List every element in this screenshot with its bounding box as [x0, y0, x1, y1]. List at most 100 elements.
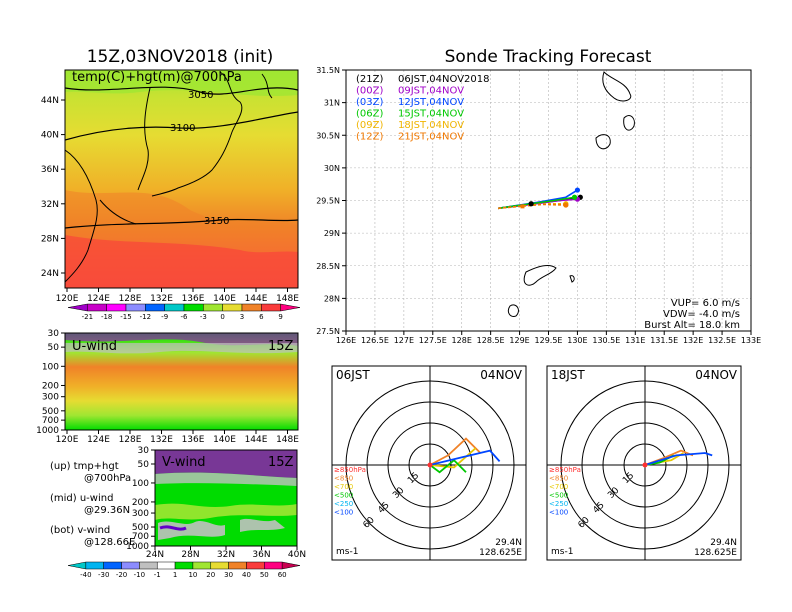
hodograph-lat-label: 29.4N: [710, 538, 737, 548]
wind-colorbar-label: -1: [154, 571, 161, 579]
wind-colorbar-swatch: [156, 561, 176, 570]
temp-colorbar-swatch: [87, 303, 107, 312]
v-wind-y-tick-label: 500: [132, 523, 149, 533]
map-y-tick-label: 40N: [41, 131, 59, 141]
temp-colorbar-swatch: [203, 303, 223, 312]
param-vdw: VDW= -4.0 m/s: [663, 309, 740, 320]
temp-colorbar-label: -21: [82, 313, 93, 321]
temp-colorbar-swatch: [106, 303, 127, 312]
u-wind-x-tick-label: 136E: [182, 435, 205, 445]
u-wind-x-tick-label: 140E: [213, 435, 236, 445]
tracking-grid: [346, 70, 751, 331]
trajectory-end-point: [571, 194, 578, 200]
tracking-legend: (21Z) 06JST,04NOV2018 (00Z) 09JST,04NOV (03Z…: [356, 74, 490, 143]
wind-colorbar-swatch: [246, 561, 265, 570]
map-x-tick-label: 148E: [276, 294, 299, 304]
hodograph-level-label: <850: [549, 475, 568, 483]
v-wind-x-tick-label: 32N: [217, 550, 235, 560]
tracking-x-tick-label: 131.5E: [650, 336, 678, 345]
hodograph-wind-line: [429, 458, 467, 474]
u-wind-time: 15Z: [268, 339, 294, 354]
hodograph-wind-line: [644, 452, 713, 466]
wind-colorbar-label: -30: [98, 571, 109, 579]
tracking-legend-time: 12JST,04NOV: [398, 97, 464, 108]
u-wind-y-tick-label: 50: [48, 343, 60, 353]
u-wind-x-tick-label: 132E: [150, 435, 173, 445]
hodograph-level-label: <500: [334, 492, 353, 500]
hodograph-level-label: ≥850hPa: [334, 466, 366, 474]
temp-colorbar-swatch: [145, 303, 165, 312]
wind-colorbar-label: 1: [173, 571, 177, 579]
note-bot-sub: @128.66E: [84, 537, 135, 548]
tracking-y-tick-label: 30.5N: [316, 131, 340, 140]
tracking-x-tick-label: 129.5E: [535, 336, 563, 345]
tracking-x-tick-label: 128E: [452, 336, 472, 345]
wind-colorbar: -40 -30 -20 -10 -1 1 10 20 30 40 50 60: [67, 561, 301, 579]
u-wind-y-tick-label: 100: [42, 362, 59, 372]
note-bot-head: (bot) v-wind: [50, 525, 110, 536]
left-panel-title: 15Z,03NOV2018 (init): [87, 47, 274, 67]
hodograph-level-label: <700: [334, 483, 353, 491]
v-wind-time: 15Z: [268, 455, 294, 470]
wind-colorbar-swatch: [121, 561, 140, 570]
temp-colorbar-swatch: [280, 303, 301, 312]
hodograph-wind-line: [429, 437, 482, 466]
hodograph-level-label: <250: [549, 500, 568, 508]
u-wind-y-tick-label: 700: [42, 416, 59, 426]
hodograph-wind-line: [429, 449, 501, 466]
wind-colorbar-swatch: [103, 561, 122, 570]
u-wind-x-axis: 120E 124E 128E 132E 136E 140E 144E 148E: [56, 430, 299, 445]
wind-colorbar-swatch: [264, 561, 283, 570]
v-wind-y-tick-label: 300: [132, 509, 149, 519]
map-x-tick-label: 124E: [87, 294, 110, 304]
temp-colorbar-label: -3: [200, 313, 207, 321]
temp-colorbar-swatch: [261, 303, 281, 312]
hodograph-origin-point: [642, 462, 648, 468]
v-wind-y-tick-label: 100: [132, 479, 149, 489]
temp-colorbar-label: -15: [120, 313, 131, 321]
tracking-x-tick-label: 130E: [567, 336, 587, 345]
temperature-map: [65, 70, 298, 288]
hodograph-unit-label: ms-1: [336, 547, 358, 557]
u-wind-section: [65, 333, 298, 430]
temp-colorbar-label: -12: [140, 313, 151, 321]
tracking-legend-code: (06Z): [356, 109, 383, 120]
hodograph-level-label: <100: [334, 509, 353, 517]
wind-colorbar-label: -10: [134, 571, 145, 579]
trajectory-end-point: [574, 187, 581, 193]
tracking-x-tick-label: 133E: [741, 336, 761, 345]
wind-colorbar-label: 60: [278, 571, 287, 579]
u-wind-x-tick-label: 144E: [245, 435, 268, 445]
wind-colorbar-label: 40: [242, 571, 251, 579]
temperature-map-frame: [64, 69, 299, 289]
map-y-axis: 44N 40N 36N 32N 28N 24N: [41, 96, 65, 279]
map-x-axis: 120E 124E 128E 132E 136E 140E 144E 148E: [56, 288, 299, 304]
note-up-head: (up) tmp+hgt: [50, 461, 119, 472]
hodograph-date-label: 04NOV: [695, 368, 737, 382]
contour-label-3050: 3050: [188, 90, 213, 101]
temp-colorbar-swatch: [164, 303, 185, 312]
contour-label-3150: 3150: [204, 216, 229, 227]
v-wind-label: V-wind: [162, 455, 206, 470]
tracking-y-tick-label: 30N: [324, 164, 340, 173]
hodograph-level-label: ≥850hPa: [549, 466, 581, 474]
wind-colorbar-swatch: [281, 561, 301, 570]
note-mid-head: (mid) u-wind: [50, 493, 113, 504]
note-up-sub: @700hPa: [84, 473, 131, 484]
v-wind-y-tick-label: 200: [132, 498, 149, 508]
tracking-legend-code: (03Z): [356, 97, 383, 108]
wind-colorbar-swatch: [139, 561, 158, 570]
temp-colorbar-label: -18: [101, 313, 112, 321]
tracking-x-tick-label: 131E: [625, 336, 645, 345]
map-x-tick-label: 144E: [245, 294, 268, 304]
v-wind-section: [155, 450, 297, 546]
hodograph-time-label: 06JST: [336, 368, 370, 382]
v-wind-x-tick-label: 28N: [181, 550, 199, 560]
u-wind-frame: [64, 332, 299, 431]
wind-colorbar-label: 10: [188, 571, 197, 579]
tracking-legend-code: (21Z): [356, 74, 383, 85]
v-wind-y-tick-label: 50: [138, 460, 150, 470]
hodograph-origin-point: [427, 462, 433, 468]
